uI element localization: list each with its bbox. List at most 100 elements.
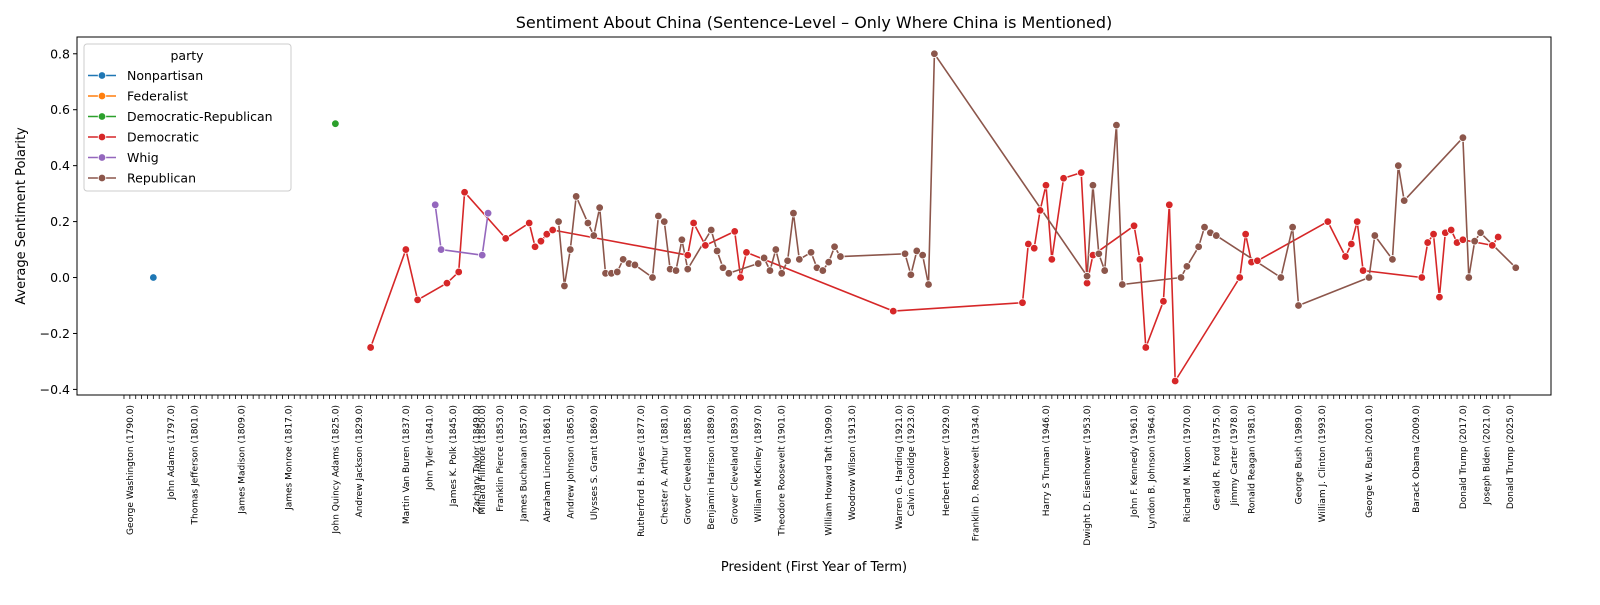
- data-point-democratic-republican: [331, 119, 340, 128]
- chart-title: Sentiment About China (Sentence-Level – …: [516, 13, 1112, 32]
- data-point-democratic: [1347, 239, 1356, 249]
- x-tick-label: James Monroe (1817.0): [284, 405, 294, 511]
- legend-marker-nonpartisan: [97, 71, 107, 80]
- data-point-republican: [771, 245, 781, 254]
- x-tick-label: Donald Trump (2025.0): [1506, 405, 1516, 509]
- data-point-republican: [1364, 273, 1374, 282]
- x-tick-label: Woodrow Wilson (1913.0): [848, 405, 858, 520]
- x-tick-label: Chester A. Arthur (1881.0): [660, 405, 670, 524]
- data-point-republican: [1276, 273, 1286, 282]
- x-tick-label: Barack Obama (2009.0): [1412, 405, 1422, 513]
- x-tick-label: Jimmy Carter (1978.0): [1230, 405, 1240, 507]
- data-point-democratic: [701, 241, 710, 250]
- data-point-democratic: [454, 267, 463, 277]
- x-tick-label: William Howard Taft (1909.0): [825, 405, 835, 536]
- x-tick-label: John Adams (1797.0): [167, 405, 177, 501]
- x-tick-label: Theodore Roosevelt (1901.0): [778, 405, 788, 537]
- series-line-whig: [434, 204, 489, 256]
- data-point-republican: [1100, 266, 1109, 275]
- x-tick-label: Dwight D. Eisenhower (1953.0): [1083, 405, 1093, 546]
- data-point-republican: [1470, 236, 1479, 246]
- x-tick-label: George Bush (1989.0): [1294, 405, 1304, 504]
- plot-lines: [369, 52, 1517, 382]
- data-point-democratic: [501, 234, 510, 243]
- data-point-democratic: [1076, 168, 1086, 177]
- legend-marker-democratic: [97, 132, 107, 142]
- x-tick-label: John F. Kennedy (1961.0): [1130, 405, 1140, 518]
- x-tick-label: Joseph Biden (2021.0): [1482, 405, 1492, 506]
- legend-box: [83, 43, 292, 192]
- x-tick-label: Gerald R. Ford (1975.0): [1212, 405, 1222, 510]
- data-point-democratic: [524, 218, 534, 228]
- data-point-democratic: [1170, 376, 1180, 386]
- data-point-republican: [1082, 271, 1092, 281]
- legend-label-federalist: Federalist: [127, 89, 188, 104]
- data-point-republican: [1088, 181, 1098, 190]
- data-point-democratic: [1353, 217, 1362, 226]
- data-point-democratic: [1235, 273, 1244, 282]
- x-tick-label: Richard M. Nixon (1970.0): [1183, 405, 1193, 522]
- data-point-democratic: [1488, 241, 1497, 250]
- data-point-republican: [1182, 262, 1192, 271]
- data-point-democratic: [1035, 206, 1045, 215]
- data-point-whig: [478, 250, 487, 260]
- x-tick-label: Franklin D. Roosevelt (1934.0): [971, 405, 981, 541]
- legend-label-whig: Whig: [127, 150, 159, 165]
- data-point-democratic: [889, 306, 898, 316]
- data-point-whig: [431, 200, 440, 210]
- data-point-republican: [630, 260, 640, 270]
- x-tick-label: Abraham Lincoln (1861.0): [543, 405, 553, 522]
- x-tick-label: James K. Polk (1845.0): [449, 405, 459, 507]
- x-tick-label: Andrew Jackson (1829.0): [355, 405, 365, 517]
- x-tick-label: John Tyler (1841.0): [425, 405, 435, 491]
- data-point-republican: [1458, 133, 1468, 142]
- x-tick-label: Donald Trump (2017.0): [1459, 405, 1469, 509]
- x-tick-label: Ulysses S. Grant (1869.0): [590, 405, 600, 520]
- y-axis-label: Average Sentiment Polarity: [14, 127, 29, 305]
- data-point-whig: [436, 245, 446, 254]
- data-point-republican: [718, 263, 728, 272]
- data-point-republican: [906, 270, 916, 279]
- legend-marker-democratic-republican: [97, 112, 107, 121]
- data-point-republican: [618, 255, 628, 264]
- data-point-democratic: [742, 248, 751, 257]
- data-point-republican: [1094, 249, 1104, 258]
- legend-marker-republican: [97, 173, 107, 183]
- y-tick-label: −0.4: [40, 382, 70, 397]
- plot-frame: [76, 36, 1552, 396]
- data-point-republican: [671, 266, 681, 275]
- x-tick-label: Martin Van Buren (1837.0): [402, 405, 412, 524]
- data-point-democratic: [1241, 229, 1250, 239]
- data-point-republican: [1370, 231, 1380, 240]
- data-point-democratic: [536, 236, 546, 246]
- data-point-democratic: [1047, 255, 1057, 264]
- legend-marker-federalist: [97, 91, 107, 101]
- data-point-democratic: [1018, 298, 1027, 307]
- x-tick-label: William J. Clinton (1993.0): [1318, 405, 1328, 522]
- data-point-republican: [789, 209, 798, 218]
- data-point-republican: [824, 257, 833, 267]
- x-axis: George Washington (1790.0) John Adams (17…: [123, 395, 1516, 546]
- legend: party Nonpartisan Federalist Democratic-Re…: [83, 43, 292, 192]
- data-point-republican: [1176, 273, 1186, 282]
- data-point-nonpartisan: [149, 273, 158, 282]
- data-point-democratic: [1358, 266, 1368, 275]
- data-point-republican: [1212, 231, 1221, 240]
- data-point-democratic: [548, 225, 557, 235]
- series-line-republican: [557, 52, 1517, 307]
- y-tick-label: 0.6: [50, 102, 70, 117]
- data-point-republican: [589, 231, 598, 240]
- data-point-democratic: [736, 273, 745, 282]
- data-point-republican: [707, 225, 716, 235]
- x-tick-label: Warren G. Harding (1921.0): [895, 405, 905, 530]
- data-point-democratic: [442, 278, 452, 288]
- data-point-republican: [566, 245, 575, 254]
- legend-label-democratic-republican: Democratic-Republican: [127, 109, 273, 124]
- y-axis: −0.4 −0.2 0.0 0.2 0.4 0.6 0.8: [40, 46, 77, 397]
- data-point-democratic: [1435, 292, 1444, 302]
- data-point-democratic: [530, 242, 540, 251]
- legend-label-democratic: Democratic: [127, 130, 199, 145]
- data-point-republican: [1476, 228, 1485, 237]
- x-tick-label: Calvin Coolidge (1923.0): [907, 405, 917, 516]
